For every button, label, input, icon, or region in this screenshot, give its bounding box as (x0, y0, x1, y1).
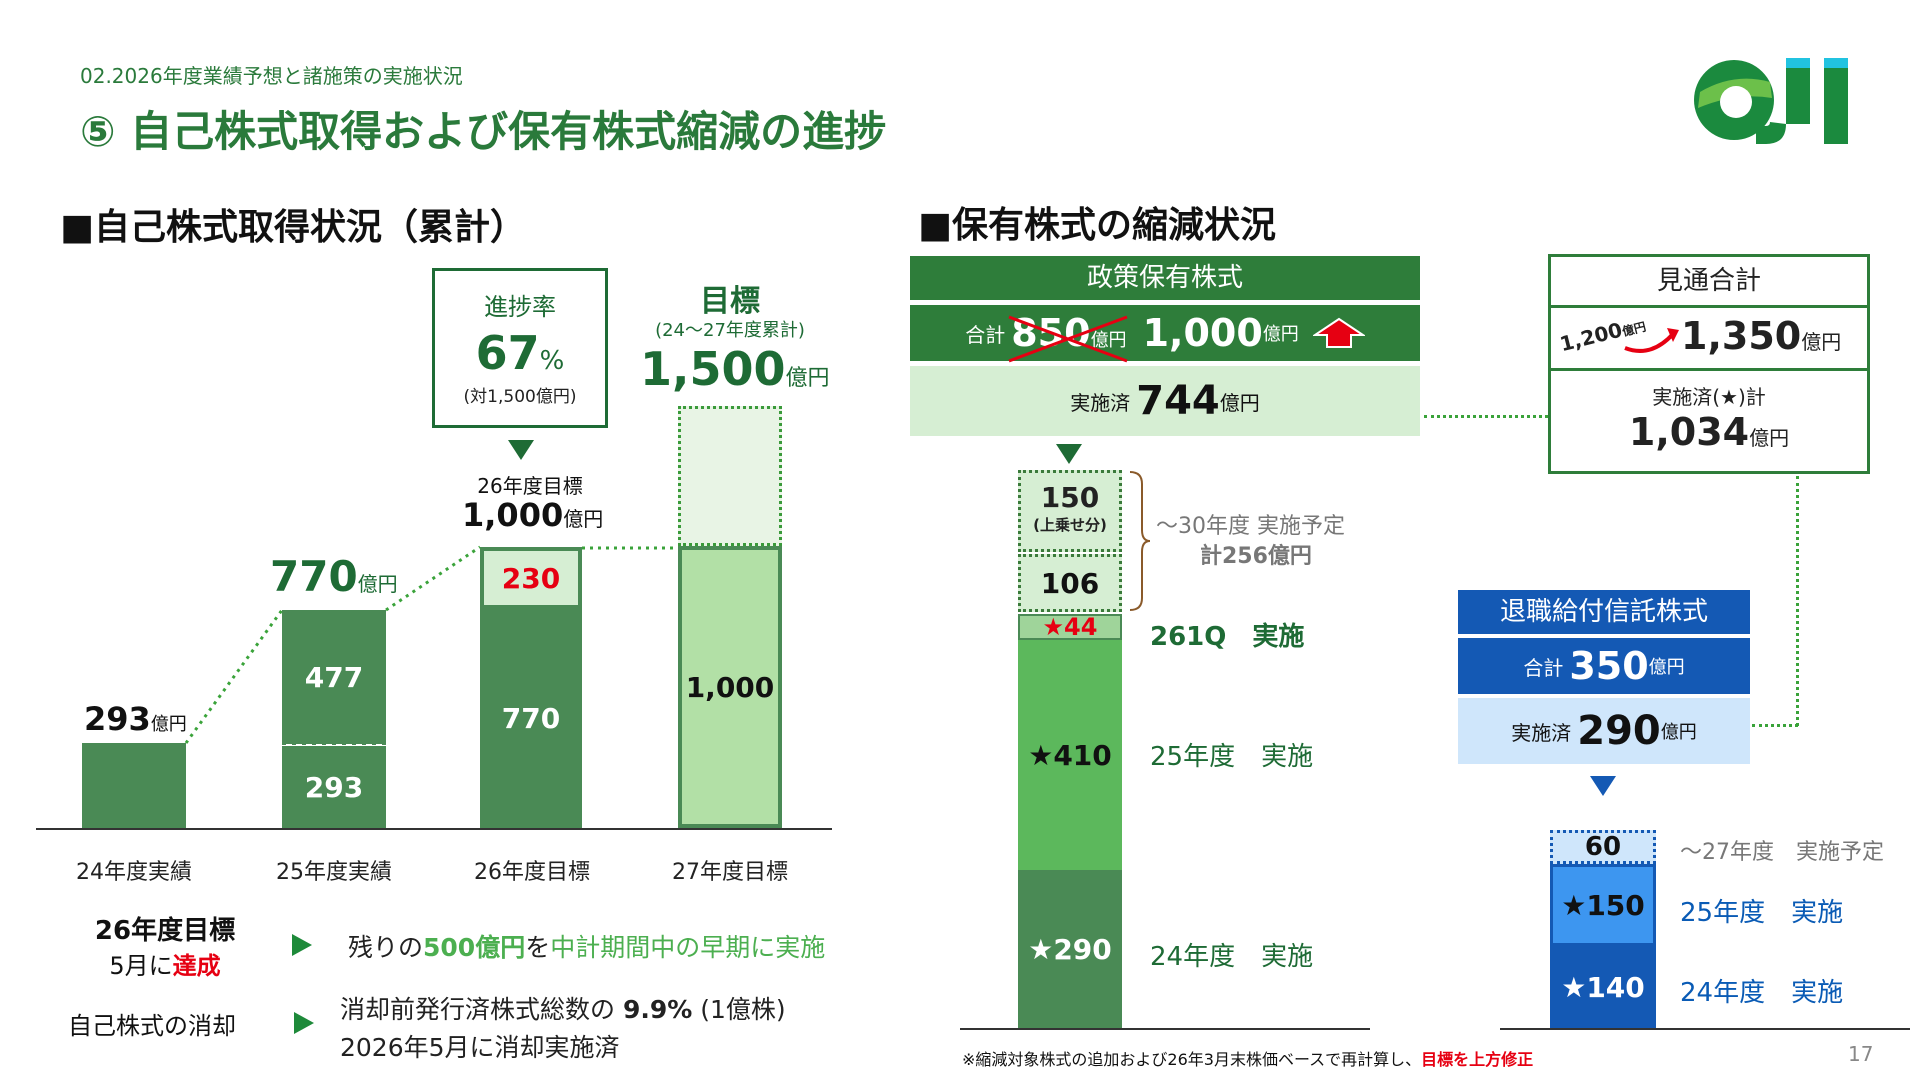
right-axis-line-2 (1500, 1028, 1910, 1030)
curve-arrow-icon (1624, 328, 1679, 353)
note2-arrow-icon (294, 1012, 314, 1034)
outlook-to-retire-line-v (1796, 476, 1799, 726)
target-label: 目標 (700, 284, 760, 319)
stack2-140: ★140 (1550, 946, 1656, 1028)
fy26-target-label: 26年度目標 (477, 474, 583, 498)
brace-icon (1129, 471, 1151, 611)
right-axis-line-1 (960, 1028, 1370, 1030)
policy-new-value: 1,000 (1142, 311, 1263, 355)
bar-26-bottom: 770 (480, 609, 582, 828)
fy26-target-value: 1,000 (462, 496, 564, 534)
stack2-fy24-note: 24年度 実施 (1680, 978, 1844, 1008)
plan-note-b: 計256億円 (1200, 544, 1312, 569)
bar-connectors (184, 545, 678, 744)
left-axis-line (36, 828, 832, 830)
note2-line2: 2026年5月に消却実施済 (340, 1033, 620, 1062)
progress-arrow-icon (508, 440, 534, 460)
target-unit: 億円 (785, 366, 830, 391)
stack-150: 150 (上乗せ分) (1018, 470, 1122, 552)
outlook-box: 見通合計 1,200億円 1,350億円 実施済(★)計 1,034億円 (1548, 254, 1870, 474)
right-heading: ■保有株式の縮減状況 (918, 205, 1277, 246)
progress-note: (対1,500億円) (463, 387, 577, 407)
bar-24-293 (82, 743, 186, 828)
fy25-note: 25年度 実施 (1150, 742, 1314, 772)
note2-label: 自己株式の消却 (68, 1012, 236, 1040)
stack-290: ★290 (1018, 870, 1122, 1028)
policy-done-row: 実施済 744 億円 (910, 366, 1420, 436)
policy-arrow-icon (1056, 444, 1082, 464)
stack-410: ★410 (1018, 640, 1122, 870)
strike-icon (1008, 315, 1128, 363)
bar-27-value: 1,000 (678, 546, 782, 828)
retire-title: 退職給付信託株式 (1458, 590, 1750, 634)
bar25-total: 770億円 (270, 552, 398, 601)
bar24-total: 293億円 (84, 700, 187, 738)
cat-25: 25年度実績 (276, 860, 392, 885)
progress-box: 進捗率 67% (対1,500億円) (432, 268, 608, 428)
bar-26-top: 230 (480, 547, 582, 609)
stack2-150: ★150 (1550, 864, 1656, 946)
target-sub: (24～27年度累計) (655, 320, 805, 341)
note1-arrow-icon (292, 934, 312, 956)
retire-arrow-icon (1590, 776, 1616, 796)
stack-44: ★44 (1018, 613, 1122, 641)
note1-text: 残りの500億円を中計期間中の早期に実施 (348, 933, 826, 962)
note1-label-line1: 26年度目標 (94, 916, 236, 946)
progress-label: 進捗率 (484, 293, 556, 321)
fy26-target-value-wrap: 1,000億円 (462, 496, 603, 534)
note2-line1: 消却前発行済株式総数の 9.9% (1億株) (340, 995, 786, 1024)
q1-note: 261Q 実施 (1150, 622, 1305, 652)
stack2-plan-note: ～27年度 実施予定 (1680, 840, 1884, 865)
note1-label-line2: 5月に達成 (109, 952, 221, 980)
bar-27-target-dotted (678, 406, 782, 546)
bar-25-top: 477 (282, 610, 386, 745)
cat-24: 24年度実績 (76, 860, 192, 885)
bar-25-divider (286, 744, 382, 746)
up-arrow-icon (1312, 317, 1365, 348)
plan-note-a: ～30年度 実施予定 (1156, 514, 1345, 539)
footnote: ※縮減対象株式の追加および26年3月末株価ベースで再計算し、目標を上方修正 (962, 1050, 1534, 1069)
fy24-note: 24年度 実施 (1150, 942, 1314, 972)
outlook-to-retire-line-h (1752, 724, 1798, 727)
policy-to-outlook-line (1424, 415, 1548, 418)
stack2-60: 60 (1550, 830, 1656, 864)
outlook-new: 1,350億円 (1681, 314, 1842, 358)
fy26-target-unit: 億円 (563, 507, 604, 531)
retire-total-row: 合計 350 億円 (1458, 638, 1750, 694)
page-number: 17 (1848, 1042, 1874, 1066)
policy-title: 政策保有株式 (910, 256, 1420, 300)
retire-done-row: 実施済 290 億円 (1458, 698, 1750, 764)
cat-26: 26年度目標 (474, 860, 590, 885)
cat-27: 27年度目標 (672, 860, 788, 885)
target-value: 1,500 (640, 342, 786, 396)
progress-value: 67 (475, 326, 540, 380)
bar-25-bottom: 293 (282, 746, 386, 828)
oji-logo (1690, 52, 1880, 148)
page-title: ⑤ 自己株式取得および保有株式縮減の進捗 (80, 107, 887, 156)
section-label: 02.2026年度業績予想と諸施策の実施状況 (80, 64, 463, 88)
target-value-wrap: 1,500億円 (640, 342, 830, 396)
progress-unit: % (539, 346, 565, 376)
left-heading: ■自己株式取得状況（累計） (60, 207, 527, 248)
stack-106: 106 (1018, 554, 1122, 612)
stack2-fy25-note: 25年度 実施 (1680, 898, 1844, 928)
policy-total-row: 合計 850億円 1,000億円 (910, 305, 1420, 363)
